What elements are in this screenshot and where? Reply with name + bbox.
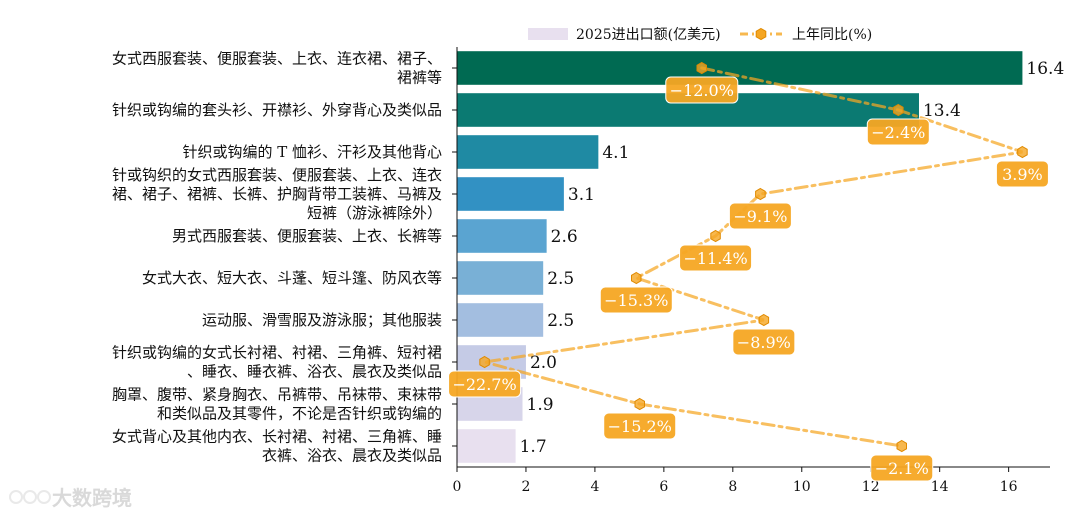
bar-value-label: 2.0 <box>530 353 557 373</box>
category-label: 针织或钩编的女式长衬裙、衬裙、三角裤、短衬裙 <box>112 344 442 362</box>
category-labels: 女式西服套装、便服套装、上衣、连衣裙、裙子、裙裤等针织或钩编的套头衫、开襟衫、外… <box>112 50 457 465</box>
yoy-marker <box>758 313 770 327</box>
yoy-label: −9.1% <box>733 207 787 226</box>
category-label: 女式背心及其他内衣、长衬裙、衬裙、三角裤、睡 <box>112 428 442 446</box>
x-tick-label: 4 <box>590 479 599 495</box>
x-tick-label: 14 <box>931 479 949 495</box>
category-label: 运动服、滑雪服及游泳服；其他服装 <box>202 311 442 329</box>
bar-value-label: 13.4 <box>923 101 961 121</box>
yoy-marker <box>631 271 642 285</box>
x-tick-label: 10 <box>793 479 811 495</box>
bar <box>457 135 599 169</box>
bar-value-label: 3.1 <box>568 185 595 205</box>
category-label: 、睡衣、睡衣裤、浴衣、晨衣及类似品 <box>187 363 442 381</box>
yoy-marker <box>893 103 904 117</box>
yoy-marker <box>479 355 490 369</box>
x-tick-label: 2 <box>521 479 530 495</box>
x-axis: 0 2 4 6 8 10 12 14 16 <box>453 47 1050 495</box>
category-label: 针或钩织的女式西服套装、便服套装、上衣、连衣 <box>112 166 442 184</box>
bar-series: 16.4 13.4 4.1 3.1 2.6 2.5 2.5 2.0 1.9 1.7 <box>457 51 1064 463</box>
yoy-label: −11.4% <box>683 249 747 268</box>
yoy-marker <box>755 187 766 201</box>
category-label: 衣裤、浴衣、晨衣及类似品 <box>262 447 442 465</box>
bar-value-label: 1.7 <box>520 437 547 457</box>
bar <box>457 51 1023 85</box>
category-label: 和类似品及其零件，不论是否针织或钩编的 <box>157 405 442 423</box>
category-label: 男式西服套装、便服套装、上衣、长裤等 <box>172 227 442 245</box>
yoy-label: −12.0% <box>670 81 734 100</box>
yoy-line-series: −12.0% −2.4% 3.9% −9.1% −11.4% −15.3% −8.9% −22… <box>448 61 1049 482</box>
category-label: 女式西服套装、便服套装、上衣、连衣裙、裙子、 <box>112 50 442 68</box>
category-label: 女式大衣、短大衣、斗蓬、短斗篷、防风衣等 <box>142 269 442 287</box>
bar-value-label: 2.5 <box>547 311 574 331</box>
yoy-marker <box>896 439 907 453</box>
category-label: 针织或钩编的 T 恤衫、汗衫及其他背心 <box>182 143 442 161</box>
x-tick-label: 16 <box>1000 479 1018 495</box>
category-label: 胸罩、腹带、紧身胸衣、吊裤带、吊袜带、束袜带 <box>112 386 442 404</box>
yoy-label-box <box>679 244 753 272</box>
yoy-marker <box>634 397 645 411</box>
x-tick-label: 8 <box>728 479 737 495</box>
bar <box>457 219 547 253</box>
yoy-label: −22.7% <box>452 375 516 394</box>
yoy-label-box <box>665 76 739 104</box>
yoy-label-box <box>599 286 673 314</box>
watermark: 大数跨境 <box>9 486 132 510</box>
yoy-line <box>484 66 1023 448</box>
legend: 2025进出口额(亿美元) 上年同比(%) <box>528 27 872 43</box>
yoy-marker <box>710 229 721 243</box>
bar <box>457 177 564 211</box>
yoy-label-box <box>448 370 522 398</box>
watermark-text: 大数跨境 <box>52 486 132 510</box>
yoy-label: −8.9% <box>737 333 791 352</box>
bar-value-label: 2.5 <box>547 269 574 289</box>
yoy-label-box <box>728 202 792 230</box>
bar <box>457 429 516 463</box>
legend-swatch-bars <box>528 28 568 40</box>
category-label: 针织或钩编的套头衫、开襟衫、外穿背心及类似品 <box>112 101 442 119</box>
category-label: 短裤（游泳裤除外） <box>307 204 442 222</box>
yoy-label-box <box>995 160 1049 188</box>
yoy-label: −2.1% <box>875 459 929 478</box>
bar <box>457 261 544 295</box>
legend-label-bars: 2025进出口额(亿美元) <box>576 27 721 43</box>
yoy-label: −2.4% <box>871 123 925 142</box>
bar-value-label: 2.6 <box>551 227 578 247</box>
bar <box>457 303 544 337</box>
yoy-label-box <box>603 412 677 440</box>
x-tick-label: 0 <box>453 479 462 495</box>
bar-value-label: 16.4 <box>1026 59 1064 79</box>
category-label: 裙、裙子、裙裤、长裤、护胸背带工装裤、马裤及 <box>112 185 442 203</box>
x-tick-label: 6 <box>659 479 668 495</box>
bar-value-label: 1.9 <box>527 395 554 415</box>
yoy-marker <box>696 61 707 75</box>
yoy-label: 3.9% <box>1002 165 1043 184</box>
yoy-label-box <box>870 454 934 482</box>
yoy-label-box <box>732 328 796 356</box>
bar-value-label: 4.1 <box>602 143 629 163</box>
x-tick-label: 12 <box>862 479 880 495</box>
legend-swatch-marker <box>755 27 767 41</box>
yoy-label-box <box>866 118 930 146</box>
category-label: 裙裤等 <box>397 69 442 87</box>
legend-label-yoy: 上年同比(%) <box>792 27 872 43</box>
yoy-marker <box>1017 145 1028 159</box>
watermark-logo-icon <box>9 490 51 504</box>
yoy-label: −15.2% <box>608 417 672 436</box>
yoy-label: −15.3% <box>604 291 668 310</box>
